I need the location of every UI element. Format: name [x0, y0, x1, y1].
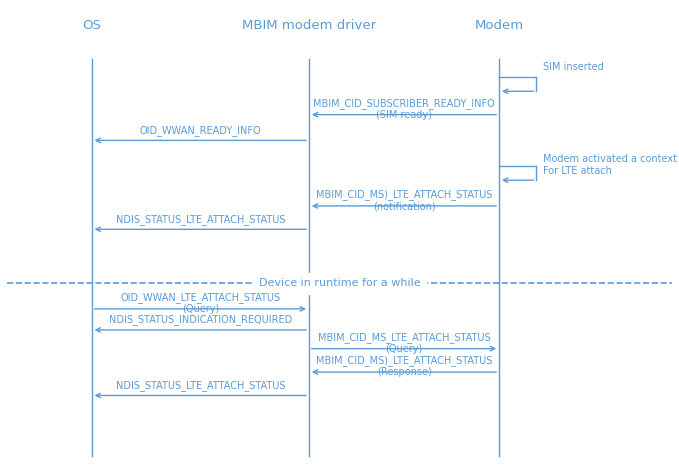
- Text: MBIM_CID_MS)_LTE_ATTACH_STATUS: MBIM_CID_MS)_LTE_ATTACH_STATUS: [316, 355, 492, 366]
- Text: SIM inserted: SIM inserted: [543, 62, 604, 72]
- Text: MBIM_CID_MS)_LTE_ATTACH_STATUS: MBIM_CID_MS)_LTE_ATTACH_STATUS: [316, 189, 492, 200]
- Text: NDIS_STATUS_INDICATION_REQUIRED: NDIS_STATUS_INDICATION_REQUIRED: [109, 314, 292, 325]
- Text: (Query): (Query): [182, 304, 219, 314]
- Text: MBIM modem driver: MBIM modem driver: [242, 19, 376, 32]
- Text: NDIS_STATUS_LTE_ATTACH_STATUS: NDIS_STATUS_LTE_ATTACH_STATUS: [115, 380, 285, 391]
- Text: Modem activated a context: Modem activated a context: [543, 154, 677, 164]
- Text: Modem: Modem: [475, 19, 524, 32]
- Text: For LTE attach: For LTE attach: [543, 167, 612, 176]
- Text: NDIS_STATUS_LTE_ATTACH_STATUS: NDIS_STATUS_LTE_ATTACH_STATUS: [115, 214, 285, 225]
- Text: MBIM_CID_SUBSCRIBER_READY_INFO: MBIM_CID_SUBSCRIBER_READY_INFO: [313, 98, 495, 109]
- Text: (Query): (Query): [386, 344, 422, 354]
- Text: (notification): (notification): [373, 201, 435, 211]
- Text: OS: OS: [82, 19, 101, 32]
- Text: (SIM ready): (SIM ready): [376, 110, 432, 120]
- Text: OID_WWAN_LTE_ATTACH_STATUS: OID_WWAN_LTE_ATTACH_STATUS: [120, 292, 280, 303]
- Text: MBIM_CID_MS_LTE_ATTACH_STATUS: MBIM_CID_MS_LTE_ATTACH_STATUS: [318, 332, 490, 343]
- Text: OID_WWAN_READY_INFO: OID_WWAN_READY_INFO: [139, 125, 261, 136]
- Text: (Response): (Response): [377, 367, 431, 377]
- Text: Device in runtime for a while: Device in runtime for a while: [259, 278, 420, 288]
